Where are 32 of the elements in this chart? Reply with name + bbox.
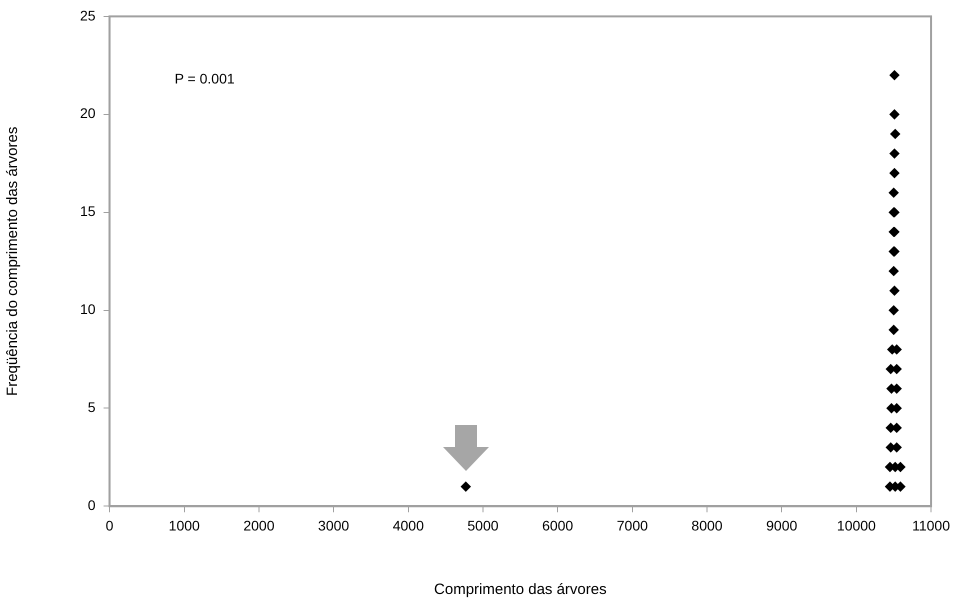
point [460, 482, 471, 492]
point [889, 109, 900, 120]
point [889, 148, 900, 159]
x-axis-title: Comprimento das árvores [434, 581, 607, 598]
point [888, 324, 899, 335]
x-tick-label: 4000 [392, 517, 424, 534]
point [889, 286, 900, 296]
point [890, 128, 900, 139]
y-tick-label: 15 [80, 203, 96, 220]
point [889, 168, 900, 178]
y-axis-title: Freqüência do comprimento das árvores [4, 126, 22, 396]
point [888, 188, 899, 198]
x-tick-label: 10000 [836, 517, 876, 534]
x-tick-label: 6000 [542, 517, 574, 534]
x-tick-label: 3000 [318, 517, 350, 534]
x-tick-label: 2000 [243, 517, 275, 534]
y-tick-label: 10 [80, 301, 96, 318]
y-tick-label: 20 [80, 105, 96, 122]
x-tick-label: 7000 [616, 517, 648, 534]
point [888, 305, 899, 316]
x-tick-label: 1000 [168, 517, 200, 534]
point [888, 266, 899, 276]
y-tick-label: 25 [80, 7, 96, 24]
y-tick-label: 5 [88, 399, 96, 416]
x-tick-label: 0 [106, 517, 114, 534]
annotation: P = 0.001 [174, 70, 235, 86]
x-tick-label: 8000 [691, 517, 723, 534]
x-tick-label: 5000 [467, 517, 499, 534]
point [889, 70, 900, 80]
x-tick-label: 9000 [766, 517, 798, 534]
y-tick-label: 0 [88, 497, 96, 514]
x-tick-label: 11000 [912, 517, 950, 534]
